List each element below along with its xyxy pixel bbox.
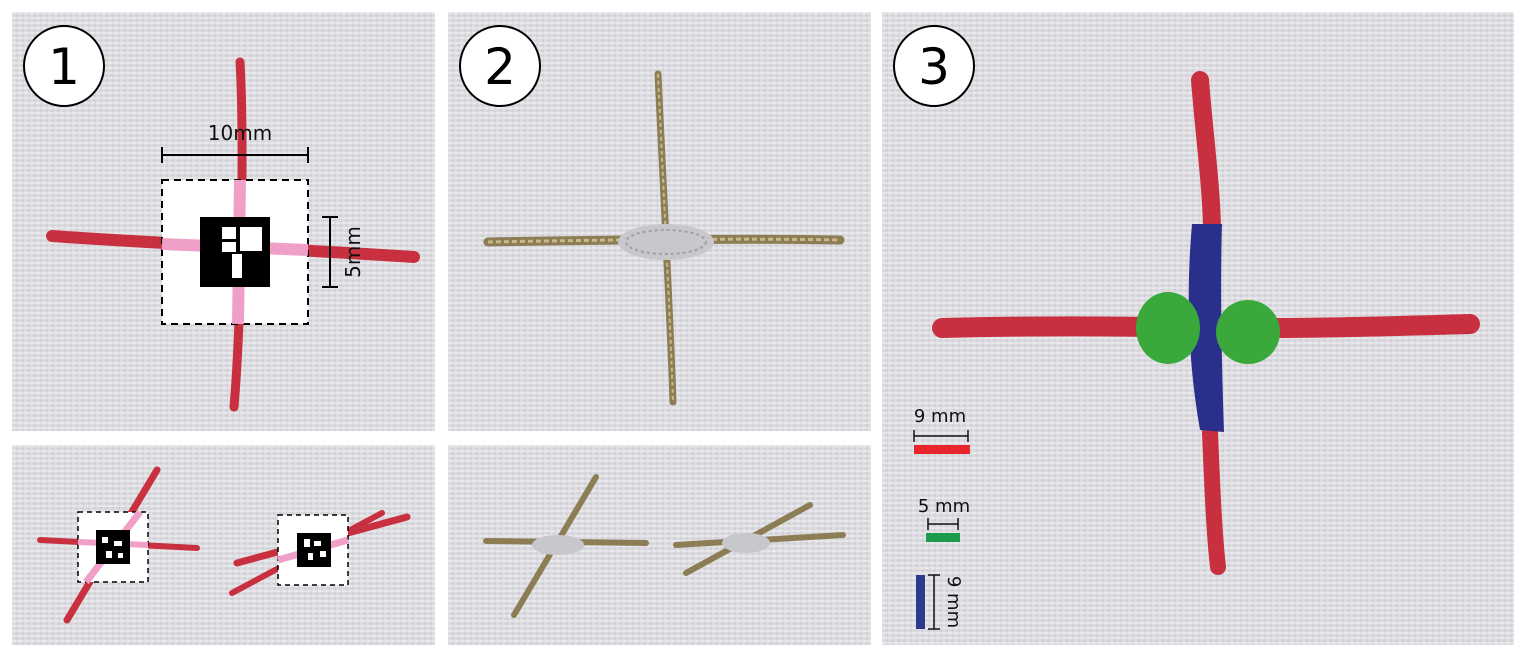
panel-1-main: 10mm 5mm 1	[12, 12, 435, 431]
panel-number-badge: 1	[23, 25, 105, 107]
legend-green-swatch	[926, 533, 960, 542]
legend-green-label: 5 mm	[918, 496, 970, 517]
height-label: 5mm	[341, 226, 365, 278]
variant-cross-right	[229, 510, 411, 596]
variant-cross-left	[37, 466, 200, 624]
legend-blue-label: 9 mm	[943, 576, 964, 628]
green-segment-left	[1136, 292, 1200, 364]
legend-red: 9 mm	[913, 406, 970, 454]
panel-number-badge: 2	[459, 25, 541, 107]
panel-number: 2	[484, 38, 516, 96]
variant-gold-cross-right	[673, 502, 846, 576]
legend: 9 mm 5 mm 9 mm	[913, 406, 970, 630]
width-label: 10mm	[208, 121, 272, 145]
panel-number-badge: 3	[893, 25, 975, 107]
panel-2-variants	[448, 445, 871, 645]
legend-green: 5 mm	[918, 496, 970, 542]
panel-2-main: 2	[448, 12, 871, 431]
gold-embroidered-cross	[483, 70, 845, 406]
green-segment-right	[1216, 300, 1280, 364]
legend-red-swatch	[914, 445, 970, 454]
dimension-width: 10mm	[161, 121, 309, 163]
legend-red-label: 9 mm	[914, 406, 966, 427]
blue-segment	[1188, 224, 1224, 432]
legend-blue-swatch	[916, 575, 925, 629]
segmented-cross	[932, 71, 1480, 575]
panel-3-main: 9 mm 5 mm 9 mm 3	[882, 12, 1514, 645]
panel-1-variants	[12, 445, 435, 645]
panel-number: 1	[48, 38, 80, 96]
panel-number: 3	[918, 38, 950, 96]
marker-box	[161, 179, 309, 325]
legend-blue: 9 mm	[916, 574, 964, 630]
dimension-height: 5mm	[322, 216, 365, 288]
variant-gold-cross-left	[483, 474, 649, 618]
